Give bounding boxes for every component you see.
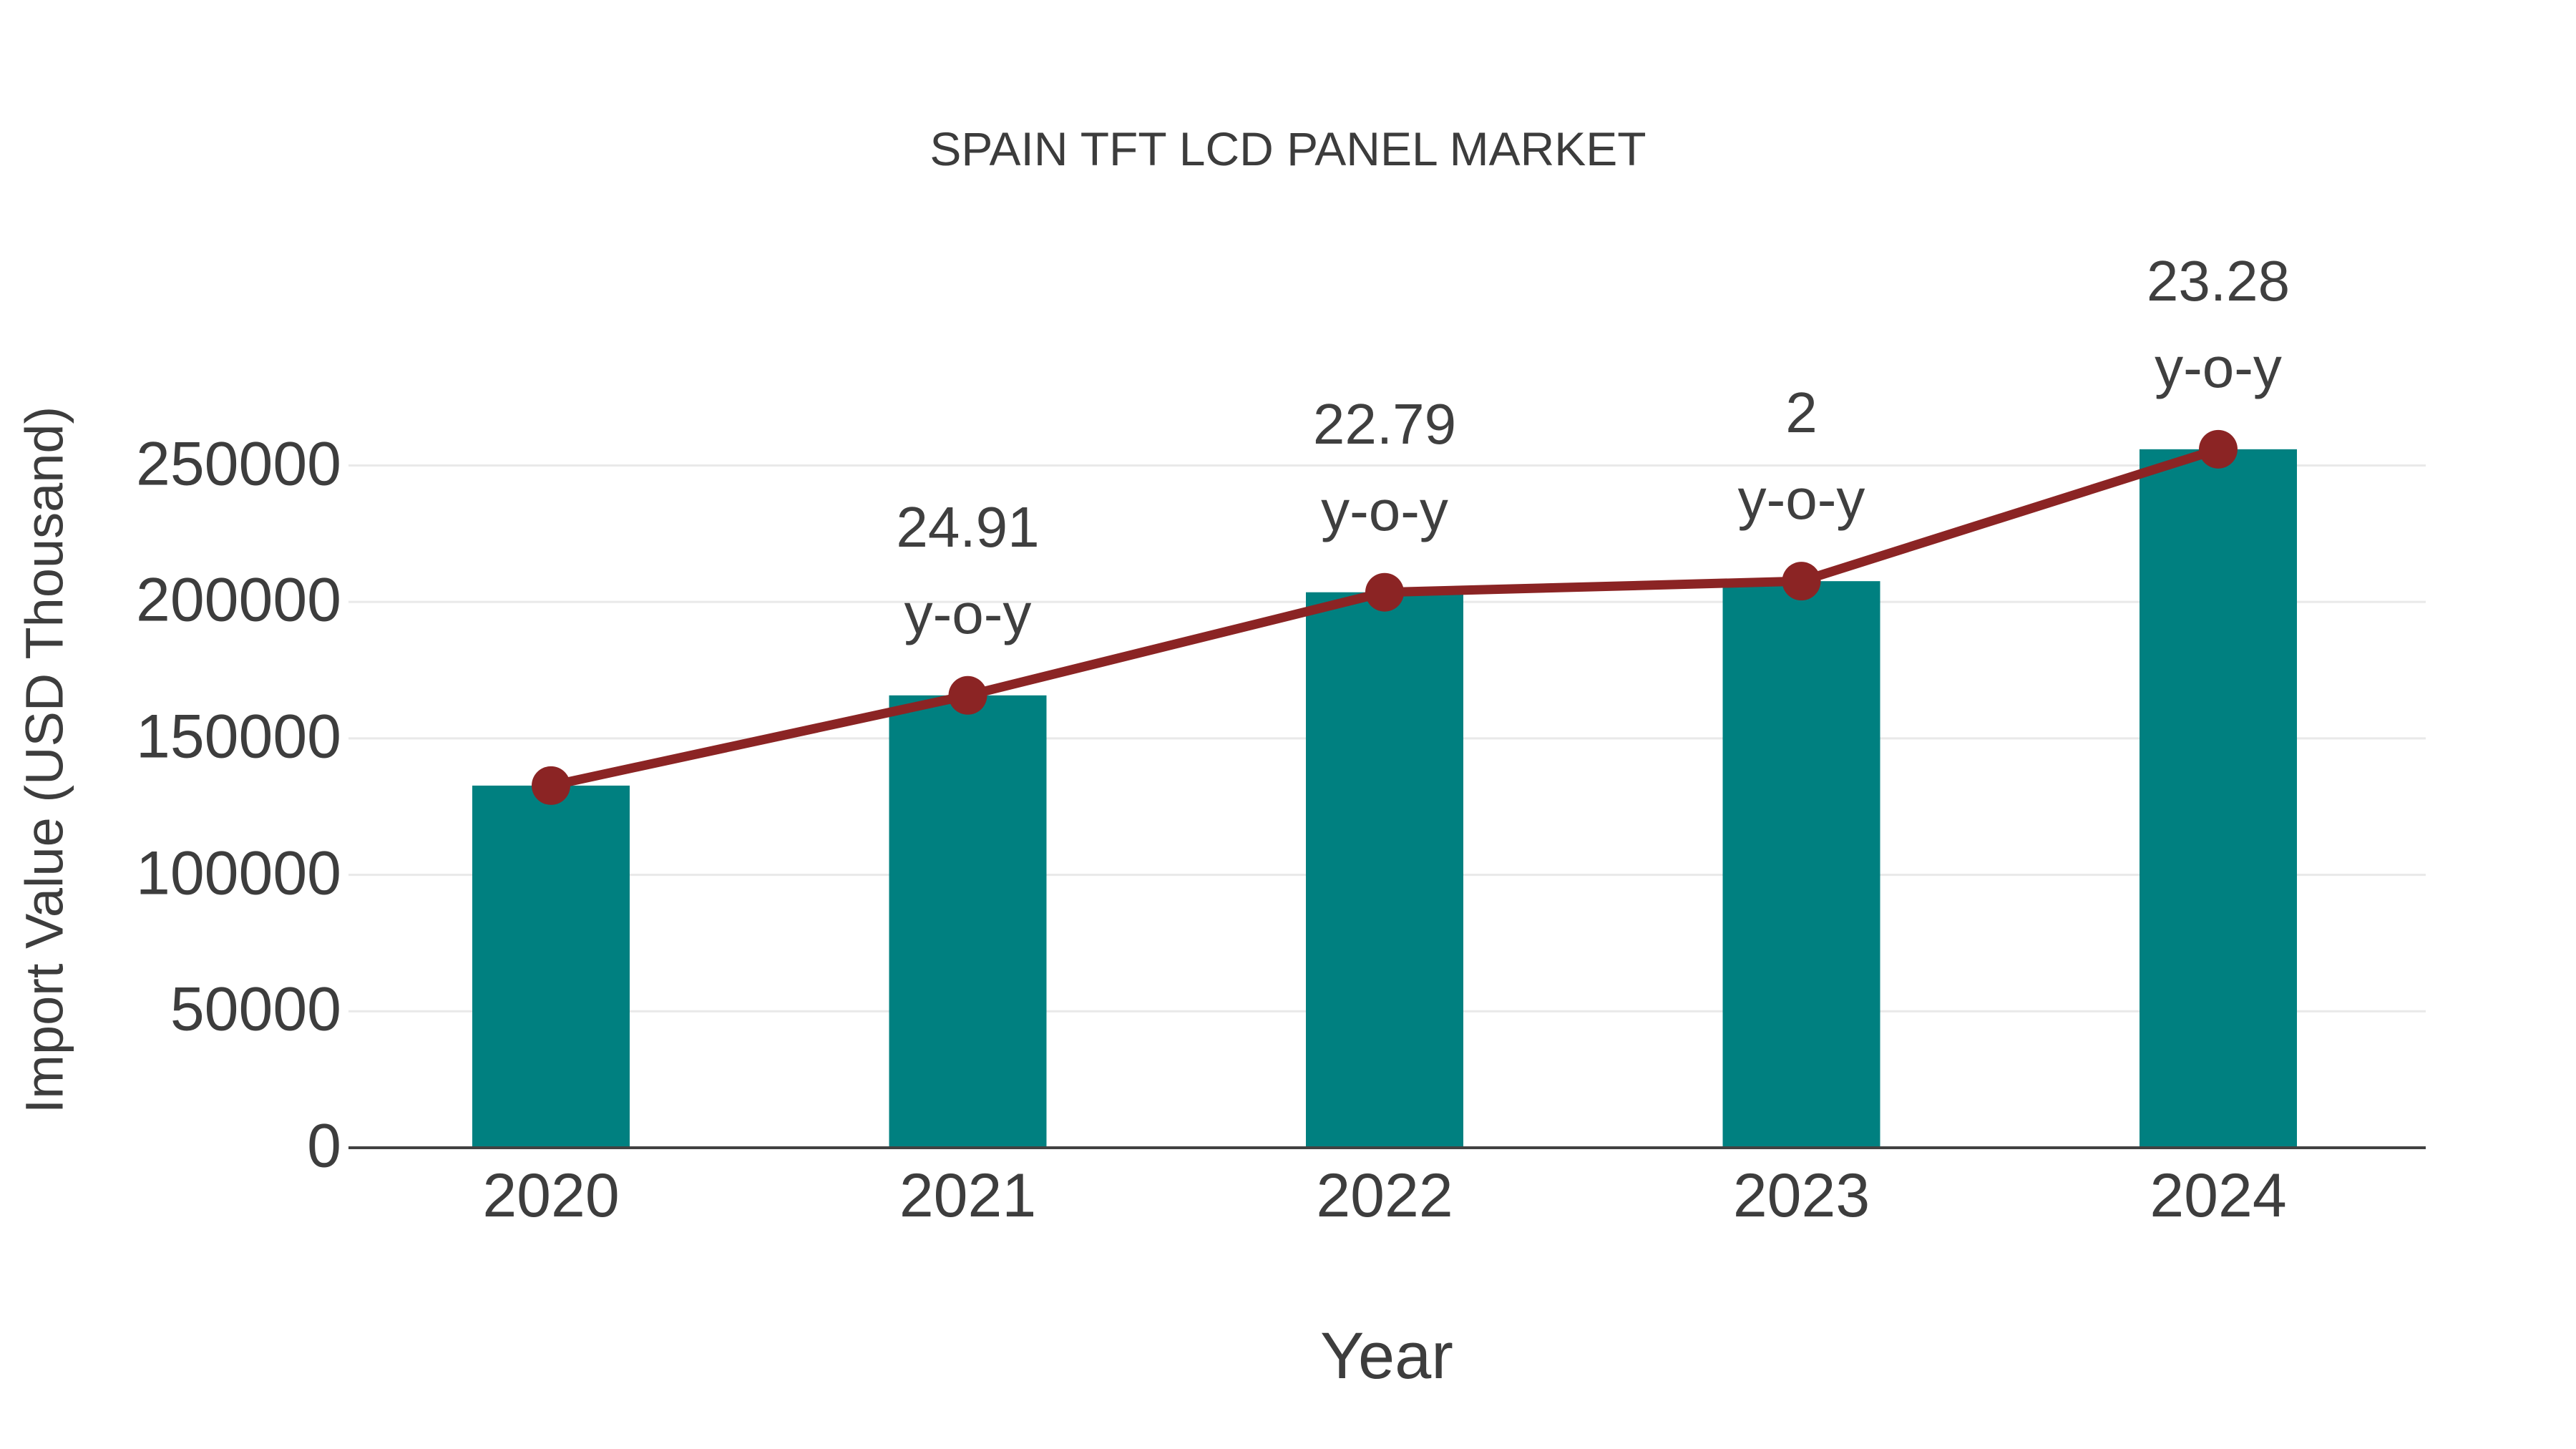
x-tick-label-2022: 2022 <box>1316 1161 1453 1230</box>
yoy-value-2023: 2 <box>1785 381 1818 445</box>
y-tick-label-0: 0 <box>307 1111 341 1181</box>
bar-2022[interactable] <box>1306 592 1463 1148</box>
marker-2020[interactable] <box>532 766 570 805</box>
y-tick-label-250000: 250000 <box>136 429 341 499</box>
yoy-suffix-2023: y-o-y <box>1737 467 1865 532</box>
y-tick-label-200000: 200000 <box>136 565 341 635</box>
chart-title: SPAIN TFT LCD PANEL MARKET <box>930 122 1646 175</box>
y-tick-label-50000: 50000 <box>170 975 341 1044</box>
yoy-value-2021: 24.91 <box>896 494 1040 559</box>
yoy-value-2024: 23.28 <box>2146 248 2290 313</box>
marker-2023[interactable] <box>1782 562 1821 601</box>
y-tick-label-150000: 150000 <box>136 702 341 771</box>
x-tick-label-2020: 2020 <box>482 1161 620 1230</box>
x-tick-label-2024: 2024 <box>2150 1161 2287 1230</box>
x-tick-label-2023: 2023 <box>1732 1161 1870 1230</box>
yoy-suffix-2021: y-o-y <box>904 581 1032 645</box>
gridline <box>348 464 2426 467</box>
bar-2023[interactable] <box>1722 581 1880 1148</box>
y-axis-title: Import Value (USD Thousand) <box>14 406 74 1114</box>
x-tick-label-2021: 2021 <box>899 1161 1037 1230</box>
x-axis-title: Year <box>1320 1319 1453 1392</box>
marker-2022[interactable] <box>1365 572 1404 612</box>
bar-2020[interactable] <box>472 785 630 1148</box>
bar-2024[interactable] <box>2140 449 2297 1148</box>
yoy-suffix-2022: y-o-y <box>1321 478 1448 542</box>
y-tick-label-100000: 100000 <box>136 839 341 908</box>
marker-2024[interactable] <box>2199 429 2238 469</box>
marker-2021[interactable] <box>948 675 987 715</box>
x-axis-line <box>348 1146 2426 1149</box>
yoy-suffix-2024: y-o-y <box>2155 335 2282 399</box>
yoy-value-2022: 22.79 <box>1312 391 1457 456</box>
bar-2021[interactable] <box>889 695 1047 1148</box>
